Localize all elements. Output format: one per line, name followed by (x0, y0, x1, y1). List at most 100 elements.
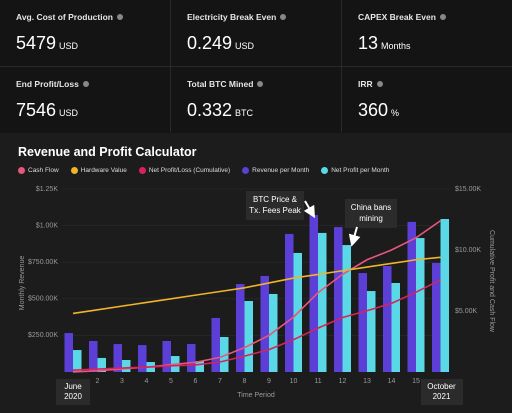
card-value-row: 5479 USD (16, 33, 170, 54)
x-tick-label: June 2020 (56, 379, 90, 405)
line (72, 279, 441, 371)
card-value-row: 0.332 BTC (187, 100, 341, 121)
x-tick-label: 12 (339, 378, 347, 385)
stat-card: Electricity Break Even 0.249 USD (171, 0, 341, 66)
card-label-row: CAPEX Break Even (358, 12, 512, 22)
card-unit: BTC (235, 108, 254, 118)
y-tick-label: $1.00K (36, 222, 59, 229)
bar (122, 359, 131, 372)
bar (260, 275, 269, 372)
bar (89, 340, 98, 372)
y-tick-label: $1.25K (36, 186, 59, 193)
card-value: 0.332 (187, 100, 233, 120)
y2-tick-label: $10.00K (455, 247, 481, 254)
legend-swatch (138, 167, 146, 174)
bar (416, 238, 425, 372)
annotation-arrow (348, 226, 361, 247)
x-tick-label: 5 (169, 378, 173, 385)
card-unit: USD (235, 41, 255, 51)
annotation-text: China bans (351, 203, 391, 212)
bar (211, 317, 220, 372)
bar (285, 233, 294, 372)
legend-swatch (18, 167, 25, 174)
card-unit: Months (381, 41, 411, 51)
card-value: 360 (358, 100, 389, 120)
bar (97, 357, 106, 372)
annotation-text: BTC Price & (253, 195, 298, 204)
bar (195, 361, 204, 372)
bar (113, 344, 122, 372)
legend-swatch (321, 167, 329, 174)
legend-label: Net Profit per Month (331, 167, 390, 174)
card-label-row: Total BTC Mined (187, 79, 341, 89)
card-unit: % (391, 108, 400, 118)
x-tick-label: 3 (120, 378, 124, 385)
bar (318, 232, 327, 372)
x-tick-label: 6 (194, 378, 198, 385)
x-tick-label: 8 (243, 378, 247, 385)
x-tick-label: 10 (290, 378, 298, 385)
info-icon (116, 14, 123, 20)
bar (407, 221, 416, 372)
stat-card: IRR 360% (342, 67, 512, 133)
annotation-box (345, 199, 397, 228)
legend-swatch (242, 167, 250, 174)
legend-label: Net Profit/Loss (Cumulative) (148, 167, 231, 174)
chart-title: Revenue and Profit Calculator (18, 145, 197, 159)
x-tick-label: 11 (314, 378, 321, 385)
y-tick-label: $750.00K (28, 259, 58, 266)
annotation-text: mining (359, 214, 383, 223)
bar (236, 284, 245, 372)
card-value: 5479 (16, 33, 57, 53)
y-tick-label: $250.00K (28, 332, 58, 339)
y-tick-label: $500.00K (28, 296, 58, 303)
legend-item: Hardware Value (70, 167, 127, 174)
x-tick-label: October 2021 (420, 379, 463, 405)
card-unit: USD (59, 108, 79, 118)
bar (220, 337, 229, 372)
annotation-arrow (303, 200, 316, 219)
chart: $250.00K $500.00K $750.00K $1.00K $1.25K $5.0… (19, 186, 495, 399)
bar (162, 340, 171, 372)
card-label: Avg. Cost of Production (16, 12, 113, 22)
x-tick-label: 7 (218, 378, 222, 385)
card-value: 13 (358, 33, 379, 53)
stat-card: End Profit/Loss 7546 USD (0, 67, 170, 133)
y-axis-label: Monthly Revenue (19, 256, 26, 311)
y2-tick-label: $5.00K (455, 308, 478, 315)
bar (383, 266, 392, 372)
stat-cards: Avg. Cost of Production 5479 USD Electricit… (0, 0, 512, 133)
bar (342, 245, 351, 372)
card-value-row: 13 Months (358, 33, 512, 54)
legend-label: Hardware Value (80, 167, 127, 174)
card-label: IRR (358, 79, 373, 89)
card-value-row: 360% (358, 100, 512, 121)
legend-item: Net Profit per Month (321, 167, 389, 174)
bar (358, 273, 367, 372)
card-unit: USD (59, 41, 79, 51)
card-label-row: Avg. Cost of Production (16, 12, 170, 22)
bar (309, 215, 318, 372)
stat-card: CAPEX Break Even 13 Months (342, 0, 512, 66)
bar (334, 227, 343, 372)
x-tick-label: 13 (363, 378, 371, 385)
card-value-row: 7546 USD (16, 100, 170, 121)
x-tick-label: 14 (388, 378, 396, 385)
legend: Cash Flow Hardware Value Net Profit/Loss (… (18, 167, 389, 174)
x-axis-label: Time Period (237, 392, 275, 399)
card-label: CAPEX Break Even (358, 12, 436, 22)
annotation-box (246, 191, 304, 220)
bar (73, 350, 82, 372)
legend-label: Revenue per Month (252, 167, 310, 174)
card-label-row: Electricity Break Even (187, 12, 341, 22)
info-icon (376, 81, 383, 87)
info-icon (439, 14, 446, 20)
card-value: 0.249 (187, 33, 233, 53)
card-value: 7546 (16, 100, 57, 120)
x-tick-label: 2 (96, 378, 100, 385)
stat-card: Avg. Cost of Production 5479 USD (0, 0, 170, 66)
bar (367, 291, 376, 372)
line (72, 256, 441, 315)
bar (138, 345, 147, 372)
